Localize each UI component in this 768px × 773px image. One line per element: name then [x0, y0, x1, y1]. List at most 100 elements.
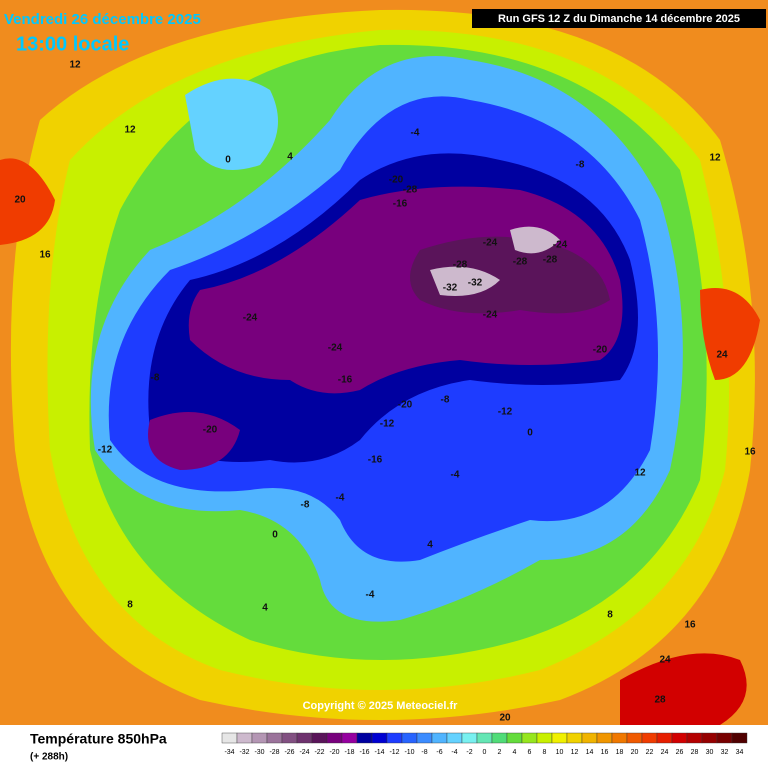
scale-label: -34: [224, 749, 234, 756]
contour-label: -28: [453, 260, 468, 271]
contour-label: -24: [328, 343, 343, 354]
scale-cell: [701, 732, 718, 744]
contour-label: 0: [272, 530, 278, 541]
scale-label: -14: [374, 749, 384, 756]
scale-label: 0: [483, 749, 487, 756]
scale-label: 22: [646, 749, 654, 756]
scale-cell: [611, 732, 628, 744]
scale-cell: [521, 732, 538, 744]
scale-label: -28: [269, 749, 279, 756]
contour-label: 0: [527, 428, 533, 439]
contour-label: 20: [499, 713, 511, 724]
scale-label: 26: [676, 749, 684, 756]
scale-cell: [266, 732, 283, 744]
scale-cell: [341, 732, 358, 744]
scale-cell: [236, 732, 253, 744]
scale-cell: [326, 732, 343, 744]
scale-cell: [686, 732, 703, 744]
scale-label: -10: [404, 749, 414, 756]
scale-cell: [311, 732, 328, 744]
scale-label: 12: [571, 749, 579, 756]
run-info: Run GFS 12 Z du Dimanche 14 décembre 202…: [498, 13, 740, 25]
scale-label: -32: [239, 749, 249, 756]
scale-label: -18: [344, 749, 354, 756]
run-box: [472, 9, 766, 28]
valid-date: Vendredi 26 décembre 2025: [4, 11, 201, 28]
scale-label: -24: [299, 749, 309, 756]
temperature-field: [0, 0, 768, 725]
scale-label: 8: [543, 749, 547, 756]
contour-label: -20: [203, 425, 218, 436]
contour-label: -4: [451, 470, 460, 481]
contour-label: 4: [287, 152, 293, 163]
contour-label: -16: [393, 199, 408, 210]
scale-cell: [416, 732, 433, 744]
scale-label: 20: [631, 749, 639, 756]
scale-label: -4: [451, 749, 457, 756]
contour-label: 12: [709, 153, 721, 164]
scale-cell: [476, 732, 493, 744]
scale-label: 14: [586, 749, 594, 756]
scale-label: -16: [359, 749, 369, 756]
scale-label: -8: [421, 749, 427, 756]
contour-label: -16: [338, 375, 353, 386]
scale-cell: [281, 732, 298, 744]
contour-label: -28: [403, 185, 418, 196]
scale-cell: [566, 732, 583, 744]
contour-label: -32: [468, 278, 483, 289]
scale-cell: [221, 732, 238, 744]
legend-subtitle: (+ 288h): [30, 752, 68, 763]
contour-label: 12: [634, 468, 646, 479]
scale-cell: [536, 732, 553, 744]
scale-cell: [431, 732, 448, 744]
contour-label: 20: [14, 195, 26, 206]
scale-label: 24: [661, 749, 669, 756]
contour-label: 12: [124, 125, 136, 136]
contour-labels: -32 -32-28 -28 -28-28-24-24-24-24-24-20-20-…: [14, 60, 756, 724]
scale-label: -22: [314, 749, 324, 756]
scale-label: 34: [736, 749, 744, 756]
scale-label: 6: [528, 749, 532, 756]
scale-cell: [251, 732, 268, 744]
scale-cell: [716, 732, 733, 744]
scale-cell: [551, 732, 568, 744]
scale-label: -12: [389, 749, 399, 756]
contour-label: -4: [336, 493, 345, 504]
scale-label: 10: [556, 749, 564, 756]
scale-label: -30: [254, 749, 264, 756]
scale-label: -6: [436, 749, 442, 756]
contour-label: 4: [262, 603, 268, 614]
contour-label: -12: [498, 407, 513, 418]
scale-cell: [731, 732, 748, 744]
contour-label: -28: [543, 255, 558, 266]
contour-label: -8: [301, 500, 310, 511]
scale-cell: [491, 732, 508, 744]
scale-cell: [401, 732, 418, 744]
scale-label: -2: [466, 749, 472, 756]
copyright: Copyright © 2025 Meteociel.fr: [303, 700, 459, 712]
contour-label: 8: [607, 610, 613, 621]
scale-label: 18: [616, 749, 624, 756]
scale-cell: [671, 732, 688, 744]
contour-label: -8: [151, 373, 160, 384]
scale-cell: [581, 732, 598, 744]
contour-label: -4: [411, 128, 420, 139]
contour-label: -12: [380, 419, 395, 430]
scale-cell: [626, 732, 643, 744]
scale-label: -26: [284, 749, 294, 756]
scale-cell: [296, 732, 313, 744]
scale-cell: [356, 732, 373, 744]
scale-label: 30: [706, 749, 714, 756]
scale-cell: [641, 732, 658, 744]
contour-label: -16: [368, 455, 383, 466]
contour-label: -32: [443, 283, 458, 294]
contour-label: 16: [744, 447, 756, 458]
scale-cell: [386, 732, 403, 744]
scale-label: 4: [513, 749, 517, 756]
scale-label: 28: [691, 749, 699, 756]
contour-label: 12: [69, 60, 81, 71]
contour-label: -4: [366, 590, 375, 601]
contour-label: 28: [654, 695, 666, 706]
contour-label: -20: [389, 175, 404, 186]
